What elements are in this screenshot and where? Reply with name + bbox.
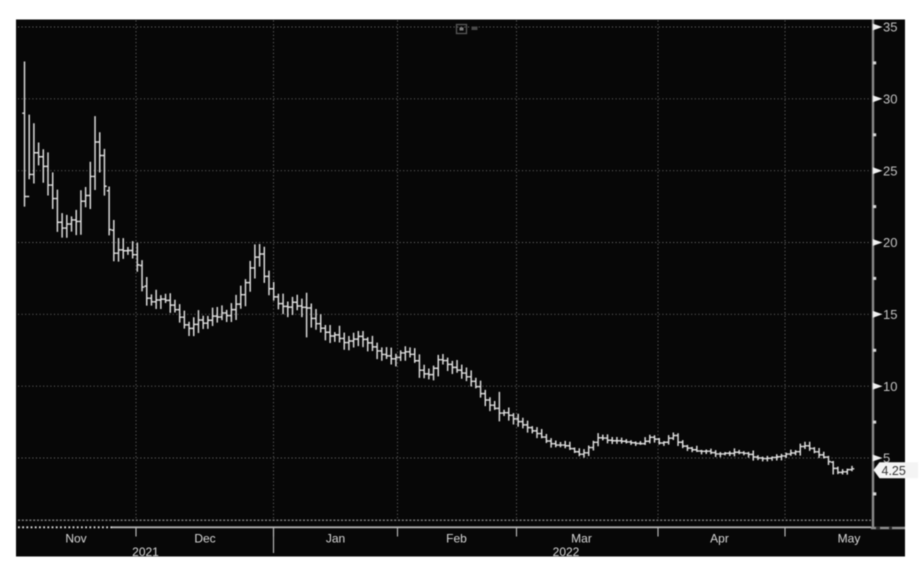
svg-text:5: 5 [883, 451, 890, 466]
svg-text:30: 30 [883, 91, 897, 106]
svg-text:Feb: Feb [446, 532, 467, 546]
svg-text:10: 10 [883, 379, 897, 394]
svg-text:Dec: Dec [194, 532, 215, 546]
svg-text:2022: 2022 [553, 545, 580, 559]
svg-text:Nov: Nov [65, 532, 86, 546]
svg-text:Apr: Apr [710, 532, 729, 546]
svg-text:2021: 2021 [132, 545, 159, 559]
svg-text:Jan: Jan [326, 532, 345, 546]
svg-text:25: 25 [883, 163, 897, 178]
svg-text:4.25: 4.25 [882, 464, 906, 478]
svg-text:20: 20 [883, 235, 897, 250]
svg-text:May: May [838, 532, 861, 546]
svg-text:15: 15 [883, 307, 897, 322]
svg-text:Mar: Mar [571, 532, 592, 546]
svg-text:35: 35 [883, 20, 897, 35]
